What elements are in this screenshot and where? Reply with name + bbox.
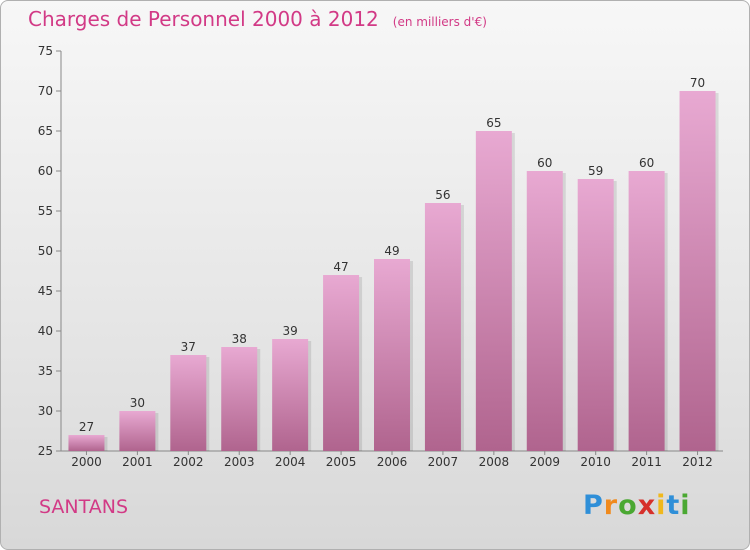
y-tick-label: 65 xyxy=(38,124,53,138)
data-label: 30 xyxy=(130,396,145,410)
x-tick-label: 2006 xyxy=(377,455,408,469)
y-tick-label: 30 xyxy=(38,404,53,418)
logo-letter: r xyxy=(603,490,619,521)
data-label: 27 xyxy=(79,420,94,434)
bar xyxy=(526,171,563,451)
data-label: 38 xyxy=(232,332,247,346)
y-tick-label: 55 xyxy=(38,204,53,218)
commune-name: SANTANS xyxy=(39,496,129,518)
bar xyxy=(679,91,716,451)
bar xyxy=(119,411,156,451)
logo-letter: P xyxy=(583,490,604,521)
bar xyxy=(323,275,360,451)
data-label: 59 xyxy=(588,164,603,178)
y-tick-label: 40 xyxy=(38,324,53,338)
x-tick-label: 2004 xyxy=(275,455,306,469)
y-tick-label: 35 xyxy=(38,364,53,378)
data-label: 37 xyxy=(181,340,196,354)
logo-letter: i xyxy=(656,490,667,521)
data-label: 70 xyxy=(690,76,705,90)
data-label: 47 xyxy=(333,260,348,274)
chart-title: Charges de Personnel 2000 à 2012 (en mill… xyxy=(28,7,487,31)
chart-title-text: Charges de Personnel 2000 à 2012 xyxy=(28,7,379,31)
bar xyxy=(374,259,410,451)
data-label: 56 xyxy=(435,188,450,202)
x-tick-label: 2005 xyxy=(326,455,357,469)
y-tick-label: 45 xyxy=(38,284,53,298)
x-tick-label: 2002 xyxy=(173,455,204,469)
y-tick-label: 60 xyxy=(38,164,53,178)
bar xyxy=(424,203,461,451)
y-tick-label: 70 xyxy=(38,84,53,98)
bar xyxy=(577,179,614,451)
x-tick-label: 2007 xyxy=(428,455,459,469)
bar xyxy=(628,171,665,451)
x-tick-label: 2010 xyxy=(580,455,611,469)
logo-letter: x xyxy=(637,490,657,521)
x-tick-label: 2003 xyxy=(224,455,255,469)
x-tick-label: 2000 xyxy=(71,455,102,469)
data-label: 49 xyxy=(384,244,399,258)
x-tick-label: 2009 xyxy=(529,455,560,469)
y-tick-label: 75 xyxy=(38,44,53,58)
bar xyxy=(68,435,105,451)
unit-note: (en milliers d'€) xyxy=(392,15,487,29)
x-tick-label: 2008 xyxy=(479,455,510,469)
logo-letter: o xyxy=(618,490,638,521)
x-tick-label: 2011 xyxy=(631,455,662,469)
x-tick-label: 2001 xyxy=(122,455,153,469)
bar xyxy=(272,339,309,451)
data-label: 60 xyxy=(639,156,654,170)
y-tick-label: 25 xyxy=(38,444,53,458)
data-label: 60 xyxy=(537,156,552,170)
bar xyxy=(221,347,258,451)
logo-letter: t xyxy=(666,490,681,521)
logo-letter: i xyxy=(680,490,691,521)
y-tick-label: 50 xyxy=(38,244,53,258)
data-label: 65 xyxy=(486,116,501,130)
data-label: 39 xyxy=(283,324,298,338)
x-tick-label: 2012 xyxy=(682,455,713,469)
proxiti-logo[interactable]: Proxiti xyxy=(583,490,691,521)
bar xyxy=(475,131,512,451)
bar xyxy=(170,355,207,451)
